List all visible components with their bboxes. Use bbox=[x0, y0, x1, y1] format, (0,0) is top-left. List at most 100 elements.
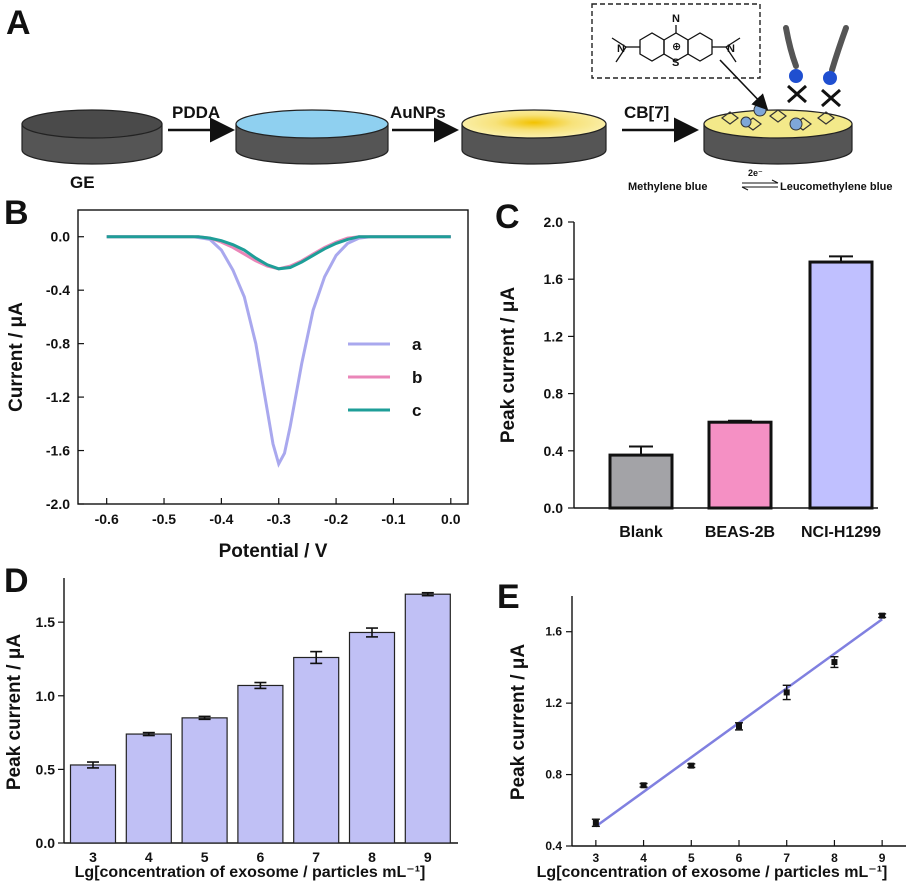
x-axis-title-e: Lg[concentration of exosome / particles … bbox=[537, 864, 888, 881]
y-tick-label-d: 1.0 bbox=[36, 688, 56, 704]
data-lines-b bbox=[106, 235, 451, 468]
data-point bbox=[783, 689, 790, 696]
series-line-a bbox=[106, 235, 451, 468]
x-tick-label-e: 3 bbox=[593, 851, 600, 865]
x-tick-label-d: 5 bbox=[201, 849, 209, 865]
x-tick-label-d: 9 bbox=[424, 849, 432, 865]
x-tick-label-e: 5 bbox=[688, 851, 695, 865]
category-label-c: Blank bbox=[619, 524, 663, 541]
bars-c: Blank BEAS-2B NCI-H1299 bbox=[608, 255, 881, 541]
aptamer-probe bbox=[829, 25, 849, 73]
x-tick-label-e: 6 bbox=[736, 851, 743, 865]
bar-5 bbox=[181, 717, 228, 844]
category-label-c: BEAS-2B bbox=[705, 524, 775, 541]
legend-label-a: a bbox=[412, 335, 422, 354]
x-tick-label-b: -0.2 bbox=[324, 511, 348, 527]
structure-atom-s: S bbox=[672, 57, 679, 69]
panel-e: E 3 4 5 6 7 8 9 0.4 0.8 1.2 1.6 Lg[concentration o… bbox=[497, 578, 906, 881]
data-point bbox=[879, 612, 886, 619]
axis-ticks-e: 3 4 5 6 7 8 9 0.4 0.8 1.2 1.6 bbox=[545, 625, 885, 865]
y-tick-label-b: -0.8 bbox=[46, 336, 70, 352]
x-tick-label-d: 8 bbox=[368, 849, 376, 865]
inset-pointer-arrow bbox=[719, 59, 769, 111]
x-axis-title-b: Potential / V bbox=[219, 541, 328, 562]
y-tick-label-b: 0.0 bbox=[51, 229, 71, 245]
electrode-aunps bbox=[461, 109, 607, 165]
panel-label-e: E bbox=[497, 578, 520, 616]
data-point bbox=[640, 782, 647, 789]
methylene-blue-molecule bbox=[740, 116, 752, 128]
panel-label-c: C bbox=[495, 198, 520, 236]
data-points-e bbox=[591, 612, 887, 828]
bar-Blank bbox=[608, 453, 674, 510]
x-axis-title-d: Lg[concentration of exosome / particles … bbox=[75, 864, 426, 881]
panel-a: A GE PDDA AuNPs CB[7] bbox=[6, 3, 892, 193]
reaction-right: Leucomethylene blue bbox=[780, 181, 892, 193]
x-tick-label-b: -0.4 bbox=[209, 511, 233, 527]
panel-d: D 0.0 0.5 1.0 1.5 3 4 5 6 7 8 9 Lg[concentration … bbox=[4, 562, 458, 881]
blocked-cross-icon bbox=[821, 88, 841, 108]
bar-9 bbox=[404, 593, 451, 844]
plot-frame-b bbox=[77, 209, 469, 505]
aptamer-probe bbox=[783, 25, 799, 69]
data-point bbox=[831, 659, 838, 666]
bar-BEAS-2B bbox=[707, 420, 773, 510]
structure-inset-box bbox=[591, 3, 761, 79]
bar-3 bbox=[69, 764, 117, 844]
x-tick-label-b: -0.5 bbox=[152, 511, 176, 527]
bar-7 bbox=[293, 656, 340, 844]
panel-label-a: A bbox=[6, 4, 31, 42]
x-tick-label-b: 0.0 bbox=[441, 511, 461, 527]
x-tick-label-e: 4 bbox=[640, 851, 647, 865]
bar-4 bbox=[125, 733, 172, 844]
y-axis-title-b: Current / μA bbox=[6, 302, 27, 412]
y-tick-label-c: 1.2 bbox=[544, 328, 564, 344]
series-line-c bbox=[106, 235, 451, 271]
y-tick-label-e: 1.6 bbox=[545, 625, 562, 639]
structure-atom-n: N bbox=[672, 13, 680, 25]
y-tick-label-d: 1.5 bbox=[36, 614, 56, 630]
data-point bbox=[736, 723, 742, 730]
x-tick-label-e: 9 bbox=[879, 851, 886, 865]
bar-6 bbox=[237, 684, 284, 844]
step-label-aunps: AuNPs bbox=[390, 103, 446, 122]
y-tick-label-b: -1.6 bbox=[46, 443, 70, 459]
legend-label-b: b bbox=[412, 368, 422, 387]
y-axis-title-d: Peak current / μA bbox=[4, 634, 25, 791]
reaction-electrons: 2e⁻ bbox=[748, 168, 763, 178]
y-axis-title-e: Peak current / μA bbox=[508, 644, 529, 801]
x-tick-label-b: -0.3 bbox=[267, 511, 291, 527]
x-tick-label-e: 7 bbox=[783, 851, 790, 865]
y-tick-label-e: 1.2 bbox=[545, 696, 562, 710]
legend-b: abc bbox=[348, 335, 422, 420]
reaction-left: Methylene blue bbox=[628, 181, 707, 193]
equilibrium-arrows-icon bbox=[741, 179, 779, 191]
axis-ticks-b: -0.6 -0.5 -0.4 -0.3 -0.2 -0.1 0.0 0.0 -0.4 -0.8 -1… bbox=[46, 229, 461, 527]
x-tick-label-b: -0.1 bbox=[381, 511, 405, 527]
y-tick-label-c: 0.0 bbox=[544, 500, 564, 516]
y-tick-label-b: -2.0 bbox=[46, 496, 70, 512]
probe-bead bbox=[789, 69, 803, 83]
x-tick-label-d: 6 bbox=[257, 849, 265, 865]
data-point bbox=[688, 762, 695, 769]
blocked-cross-icon bbox=[787, 84, 807, 104]
bar-8 bbox=[348, 631, 396, 844]
methylene-blue-structure bbox=[611, 25, 741, 63]
electrode-bare bbox=[21, 109, 163, 165]
panel-b: B -0.6 -0.5 -0.4 -0.3 -0.2 -0.1 0.0 0.0 -0.4 -0.8… bbox=[4, 194, 469, 562]
y-tick-label-e: 0.4 bbox=[545, 839, 562, 853]
y-axis-title-c: Peak current / μA bbox=[498, 287, 519, 444]
y-tick-label-d: 0.5 bbox=[36, 761, 56, 777]
structure-atom-n: N bbox=[617, 43, 625, 55]
x-tick-label-d: 7 bbox=[312, 849, 320, 865]
panel-c: C 0.0 0.4 0.8 1.2 1.6 2.0 Blank BEAS-2B NCI-H12… bbox=[495, 198, 881, 541]
axis-ticks-c: 0.0 0.4 0.8 1.2 1.6 2.0 bbox=[544, 214, 574, 516]
legend-label-c: c bbox=[412, 401, 421, 420]
methylene-blue-molecule bbox=[789, 117, 803, 131]
structure-charge: ⊕ bbox=[672, 41, 681, 53]
y-tick-label-c: 0.8 bbox=[544, 386, 564, 402]
y-tick-label-b: -0.4 bbox=[46, 282, 70, 298]
electrode-cb7 bbox=[703, 103, 853, 165]
x-tick-label-d: 4 bbox=[145, 849, 153, 865]
